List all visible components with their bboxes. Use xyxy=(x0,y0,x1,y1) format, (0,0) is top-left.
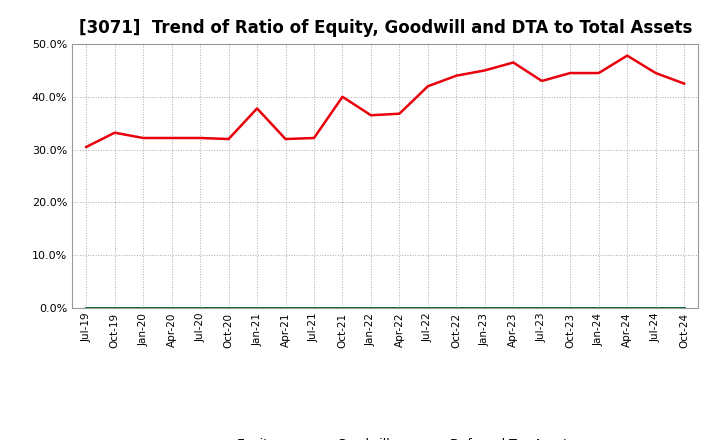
Deferred Tax Assets xyxy=(395,305,404,311)
Equity xyxy=(423,84,432,89)
Goodwill xyxy=(225,305,233,311)
Goodwill xyxy=(423,305,432,311)
Deferred Tax Assets xyxy=(366,305,375,311)
Goodwill xyxy=(537,305,546,311)
Goodwill xyxy=(566,305,575,311)
Deferred Tax Assets xyxy=(623,305,631,311)
Title: [3071]  Trend of Ratio of Equity, Goodwill and DTA to Total Assets: [3071] Trend of Ratio of Equity, Goodwil… xyxy=(78,19,692,37)
Goodwill xyxy=(82,305,91,311)
Goodwill xyxy=(167,305,176,311)
Deferred Tax Assets xyxy=(82,305,91,311)
Deferred Tax Assets xyxy=(595,305,603,311)
Deferred Tax Assets xyxy=(537,305,546,311)
Goodwill xyxy=(110,305,119,311)
Equity xyxy=(452,73,461,78)
Deferred Tax Assets xyxy=(480,305,489,311)
Deferred Tax Assets xyxy=(423,305,432,311)
Deferred Tax Assets xyxy=(225,305,233,311)
Goodwill xyxy=(452,305,461,311)
Deferred Tax Assets xyxy=(282,305,290,311)
Goodwill xyxy=(310,305,318,311)
Equity xyxy=(395,111,404,116)
Equity xyxy=(566,70,575,76)
Equity xyxy=(282,136,290,142)
Equity xyxy=(509,60,518,65)
Equity xyxy=(537,78,546,84)
Goodwill xyxy=(196,305,204,311)
Goodwill xyxy=(595,305,603,311)
Equity xyxy=(253,106,261,111)
Equity xyxy=(680,81,688,86)
Goodwill xyxy=(338,305,347,311)
Goodwill xyxy=(652,305,660,311)
Equity xyxy=(139,136,148,141)
Goodwill xyxy=(509,305,518,311)
Equity xyxy=(225,136,233,142)
Goodwill xyxy=(253,305,261,311)
Equity xyxy=(366,113,375,118)
Line: Equity: Equity xyxy=(86,55,684,147)
Equity xyxy=(595,70,603,76)
Deferred Tax Assets xyxy=(139,305,148,311)
Deferred Tax Assets xyxy=(110,305,119,311)
Equity xyxy=(167,136,176,141)
Equity xyxy=(623,53,631,58)
Deferred Tax Assets xyxy=(310,305,318,311)
Equity xyxy=(338,94,347,99)
Goodwill xyxy=(680,305,688,311)
Equity xyxy=(196,136,204,141)
Deferred Tax Assets xyxy=(167,305,176,311)
Equity xyxy=(652,70,660,76)
Deferred Tax Assets xyxy=(196,305,204,311)
Deferred Tax Assets xyxy=(566,305,575,311)
Deferred Tax Assets xyxy=(452,305,461,311)
Goodwill xyxy=(395,305,404,311)
Goodwill xyxy=(282,305,290,311)
Equity xyxy=(480,68,489,73)
Deferred Tax Assets xyxy=(652,305,660,311)
Equity xyxy=(82,144,91,150)
Equity xyxy=(110,130,119,136)
Deferred Tax Assets xyxy=(253,305,261,311)
Deferred Tax Assets xyxy=(338,305,347,311)
Goodwill xyxy=(366,305,375,311)
Equity xyxy=(310,136,318,141)
Goodwill xyxy=(480,305,489,311)
Legend: Equity, Goodwill, Deferred Tax Assets: Equity, Goodwill, Deferred Tax Assets xyxy=(191,433,580,440)
Goodwill xyxy=(139,305,148,311)
Deferred Tax Assets xyxy=(509,305,518,311)
Deferred Tax Assets xyxy=(680,305,688,311)
Goodwill xyxy=(623,305,631,311)
